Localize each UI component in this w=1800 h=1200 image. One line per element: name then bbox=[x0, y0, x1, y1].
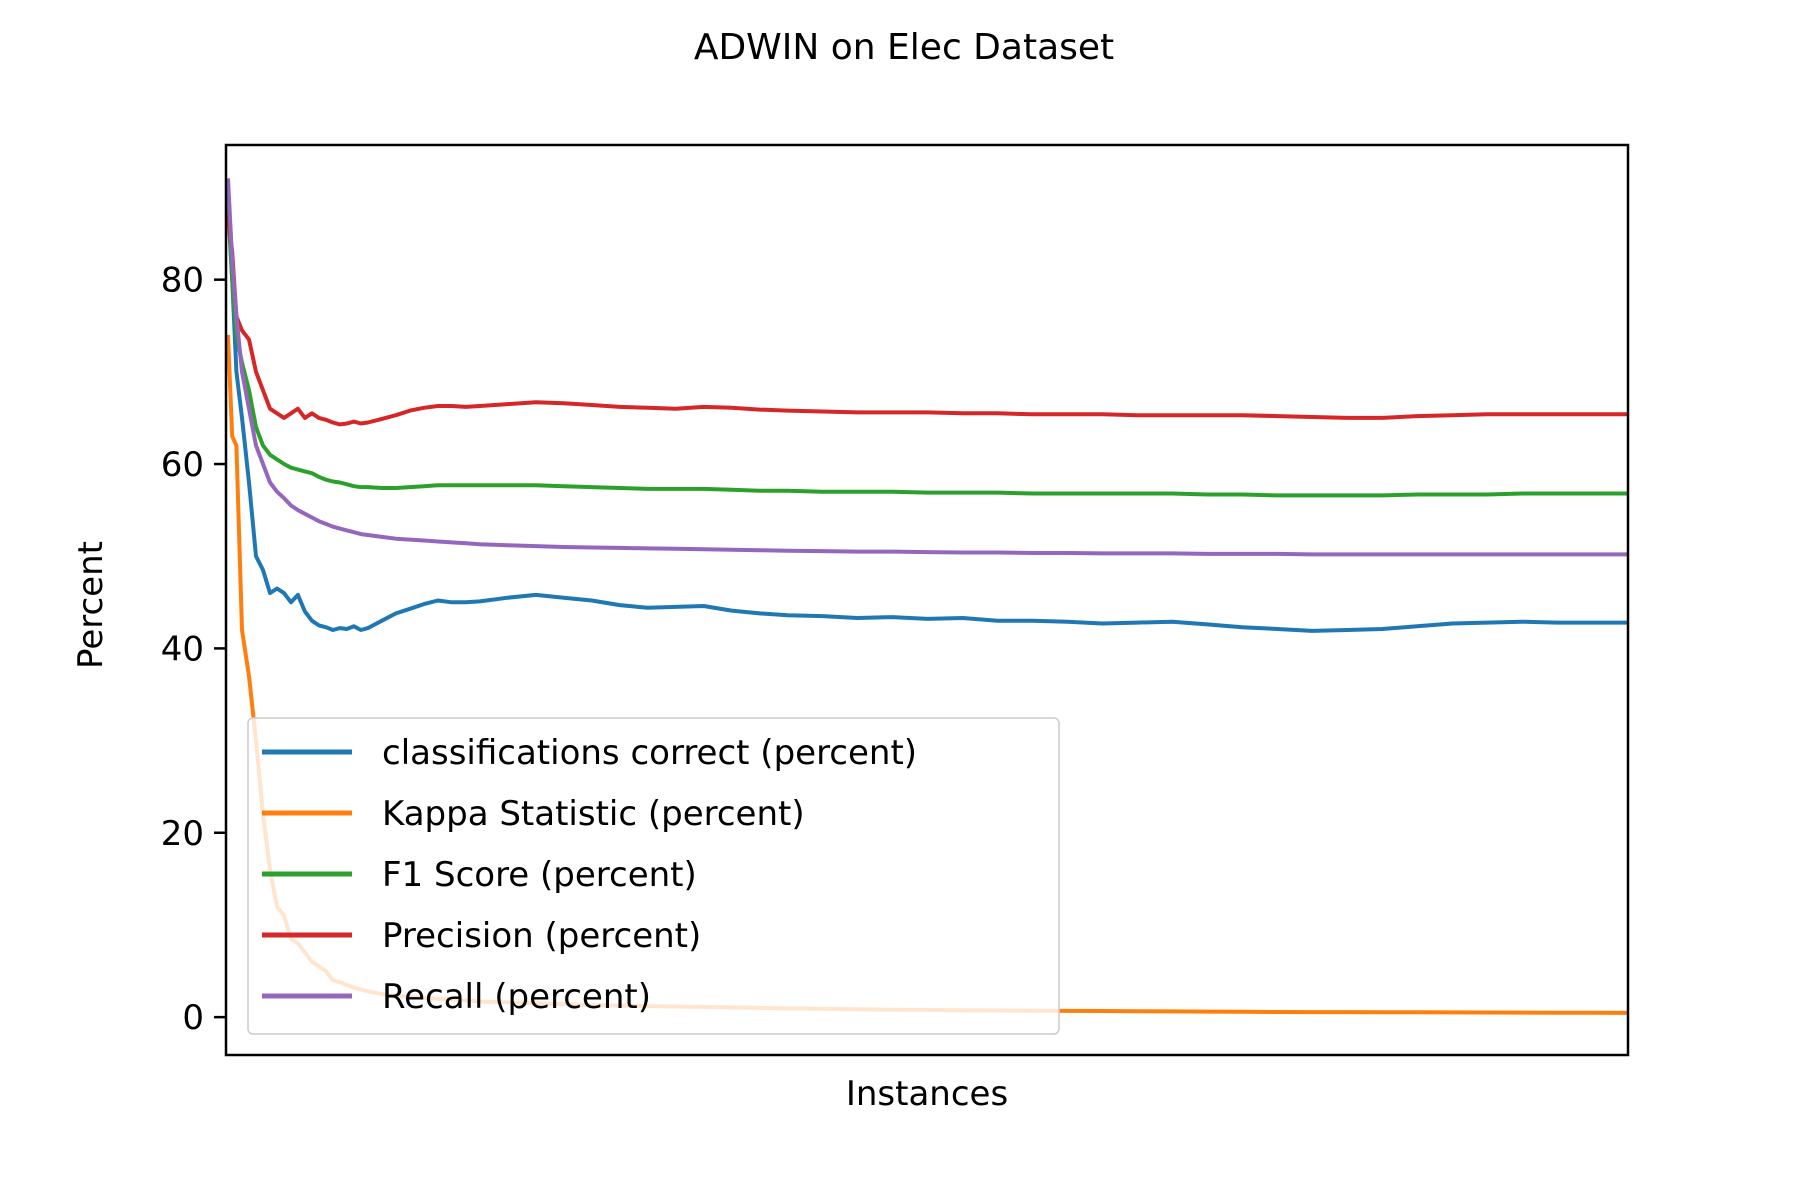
legend-label-3: Precision (percent) bbox=[382, 916, 701, 956]
legend-box bbox=[247, 717, 1060, 1035]
series-line-4 bbox=[226, 178, 1627, 557]
series-line-2 bbox=[226, 196, 1627, 498]
y-tick-label: 60 bbox=[161, 445, 204, 485]
x-axis-label: Instances bbox=[846, 1074, 1008, 1114]
legend-label-0: classifications correct (percent) bbox=[382, 733, 917, 773]
y-tick-label: 20 bbox=[161, 814, 204, 854]
y-axis-label: Percent bbox=[71, 541, 111, 669]
legend: classifications correct (percent) Kappa S… bbox=[247, 717, 1060, 1035]
y-tick-label: 40 bbox=[161, 629, 204, 669]
y-tick-label: 80 bbox=[161, 261, 204, 301]
legend-label-1: Kappa Statistic (percent) bbox=[382, 794, 805, 834]
series-line-3 bbox=[226, 214, 1627, 427]
plot-frame bbox=[224, 143, 1630, 1057]
y-tick-label: 0 bbox=[182, 998, 204, 1038]
legend-label-4: Recall (percent) bbox=[382, 977, 651, 1017]
series-line-0 bbox=[226, 205, 1627, 633]
y-axis: 0 20 40 60 80 bbox=[161, 261, 226, 1038]
chart-title: ADWIN on Elec Dataset bbox=[694, 27, 1114, 68]
legend-label-2: F1 Score (percent) bbox=[382, 855, 697, 895]
